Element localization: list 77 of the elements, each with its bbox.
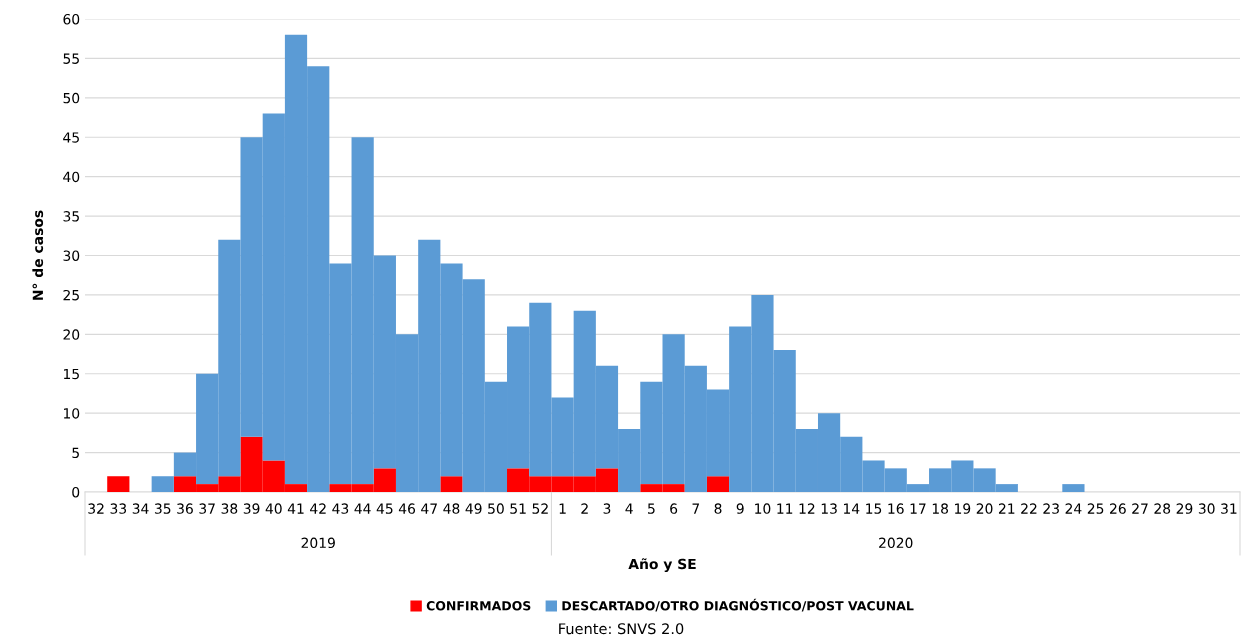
x-tick-label: 22: [1021, 503, 1037, 514]
source-note: Fuente: SNVS 2.0: [559, 623, 684, 635]
x-tick-label: 36: [177, 503, 193, 514]
y-tick-label: 45: [63, 132, 79, 143]
y-tick-label: 50: [63, 92, 80, 104]
x-tick-label: 9: [736, 503, 744, 514]
x-tick-label: 2: [581, 503, 588, 514]
x-tick-label: 27: [1132, 503, 1148, 514]
x-tick-label: 8: [714, 503, 722, 514]
x-tick-label: 48: [443, 503, 460, 514]
x-tick-label: 42: [310, 503, 326, 514]
bar: [107, 476, 130, 492]
y-tick-label: 25: [63, 289, 79, 301]
x-tick-label: 14: [843, 503, 860, 514]
x-tick-label: 1: [559, 503, 566, 514]
x-tick-label: 21: [998, 503, 1015, 514]
x-tick-label: 35: [154, 503, 171, 514]
y-tick-label: 60: [63, 13, 80, 25]
x-tick-label: 39: [243, 503, 260, 514]
x-tick-label: 5: [648, 503, 655, 514]
x-tick-label: 28: [1154, 503, 1171, 514]
y-tick-label: 35: [63, 211, 79, 222]
x-tick-label: 52: [532, 503, 548, 514]
x-tick-label: 43: [332, 503, 349, 514]
y-tick-label: 55: [63, 53, 79, 64]
x-tick-label: 30: [1198, 503, 1215, 514]
x-tick-label: 4: [625, 503, 633, 514]
x-tick-label: 18: [932, 503, 949, 514]
y-tick-label: 40: [63, 171, 80, 183]
x-tick-label: 3: [603, 503, 611, 514]
x-tick-label: 7: [692, 503, 700, 514]
x-tick-label: 51: [510, 503, 526, 514]
y-tick-label: 0: [72, 486, 80, 498]
x-tick-label: 44: [354, 503, 371, 514]
bar: [706, 476, 730, 492]
legend-label: DESCARTADO/OTRO DIAGNÓSTICO/POST VACUNAL: [562, 598, 914, 612]
x-tick-label: 37: [199, 503, 215, 514]
x-tick-label: 11: [777, 503, 793, 514]
x-tick-label: 29: [1176, 503, 1193, 514]
text: 2019: [301, 537, 335, 549]
bar: [151, 476, 174, 492]
x-tick-label: 25: [1087, 503, 1104, 514]
x-tick-label: 26: [1110, 503, 1126, 514]
y-axis-title: N° de casos: [32, 210, 44, 300]
y-tick-label: 30: [63, 250, 80, 261]
x-tick-label: 6: [670, 503, 678, 514]
x-tick-label: 17: [910, 503, 926, 514]
x-tick-label: 31: [1221, 503, 1237, 514]
legend-label: CONFIRMADOS: [426, 601, 531, 611]
x-tick-label: 49: [465, 503, 482, 514]
x-tick-label: 32: [88, 503, 104, 514]
x-tick-label: 20: [976, 503, 993, 514]
x-tick-label: 41: [287, 503, 304, 514]
x-tick-label: 50: [488, 503, 504, 514]
x-tick-label: 15: [866, 503, 882, 514]
y-tick-label: 20: [63, 329, 80, 340]
x-tick-label: 10: [755, 503, 771, 514]
bar: [440, 476, 463, 492]
y-tick-label: 5: [72, 447, 79, 459]
bar: [1062, 484, 1085, 492]
x-tick-label: 23: [1043, 503, 1059, 514]
x-tick-label: 40: [265, 503, 282, 514]
text: 2020: [879, 537, 913, 549]
x-tick-label: 38: [221, 503, 238, 514]
x-tick-label: 46: [398, 503, 416, 514]
y-tick-label: 15: [63, 368, 79, 380]
x-axis-title: Año y SE: [628, 558, 696, 573]
x-tick-label: 16: [888, 503, 904, 514]
y-tick-label: 10: [63, 408, 80, 419]
x-tick-label: 13: [821, 503, 837, 514]
x-tick-label: 34: [132, 503, 149, 514]
x-tick-label: 47: [421, 503, 437, 514]
x-tick-label: 24: [1065, 503, 1082, 514]
x-tick-label: 33: [110, 503, 127, 514]
x-tick-label: 45: [376, 503, 393, 514]
x-tick-label: 19: [955, 503, 971, 514]
x-tick-label: 12: [799, 503, 815, 514]
